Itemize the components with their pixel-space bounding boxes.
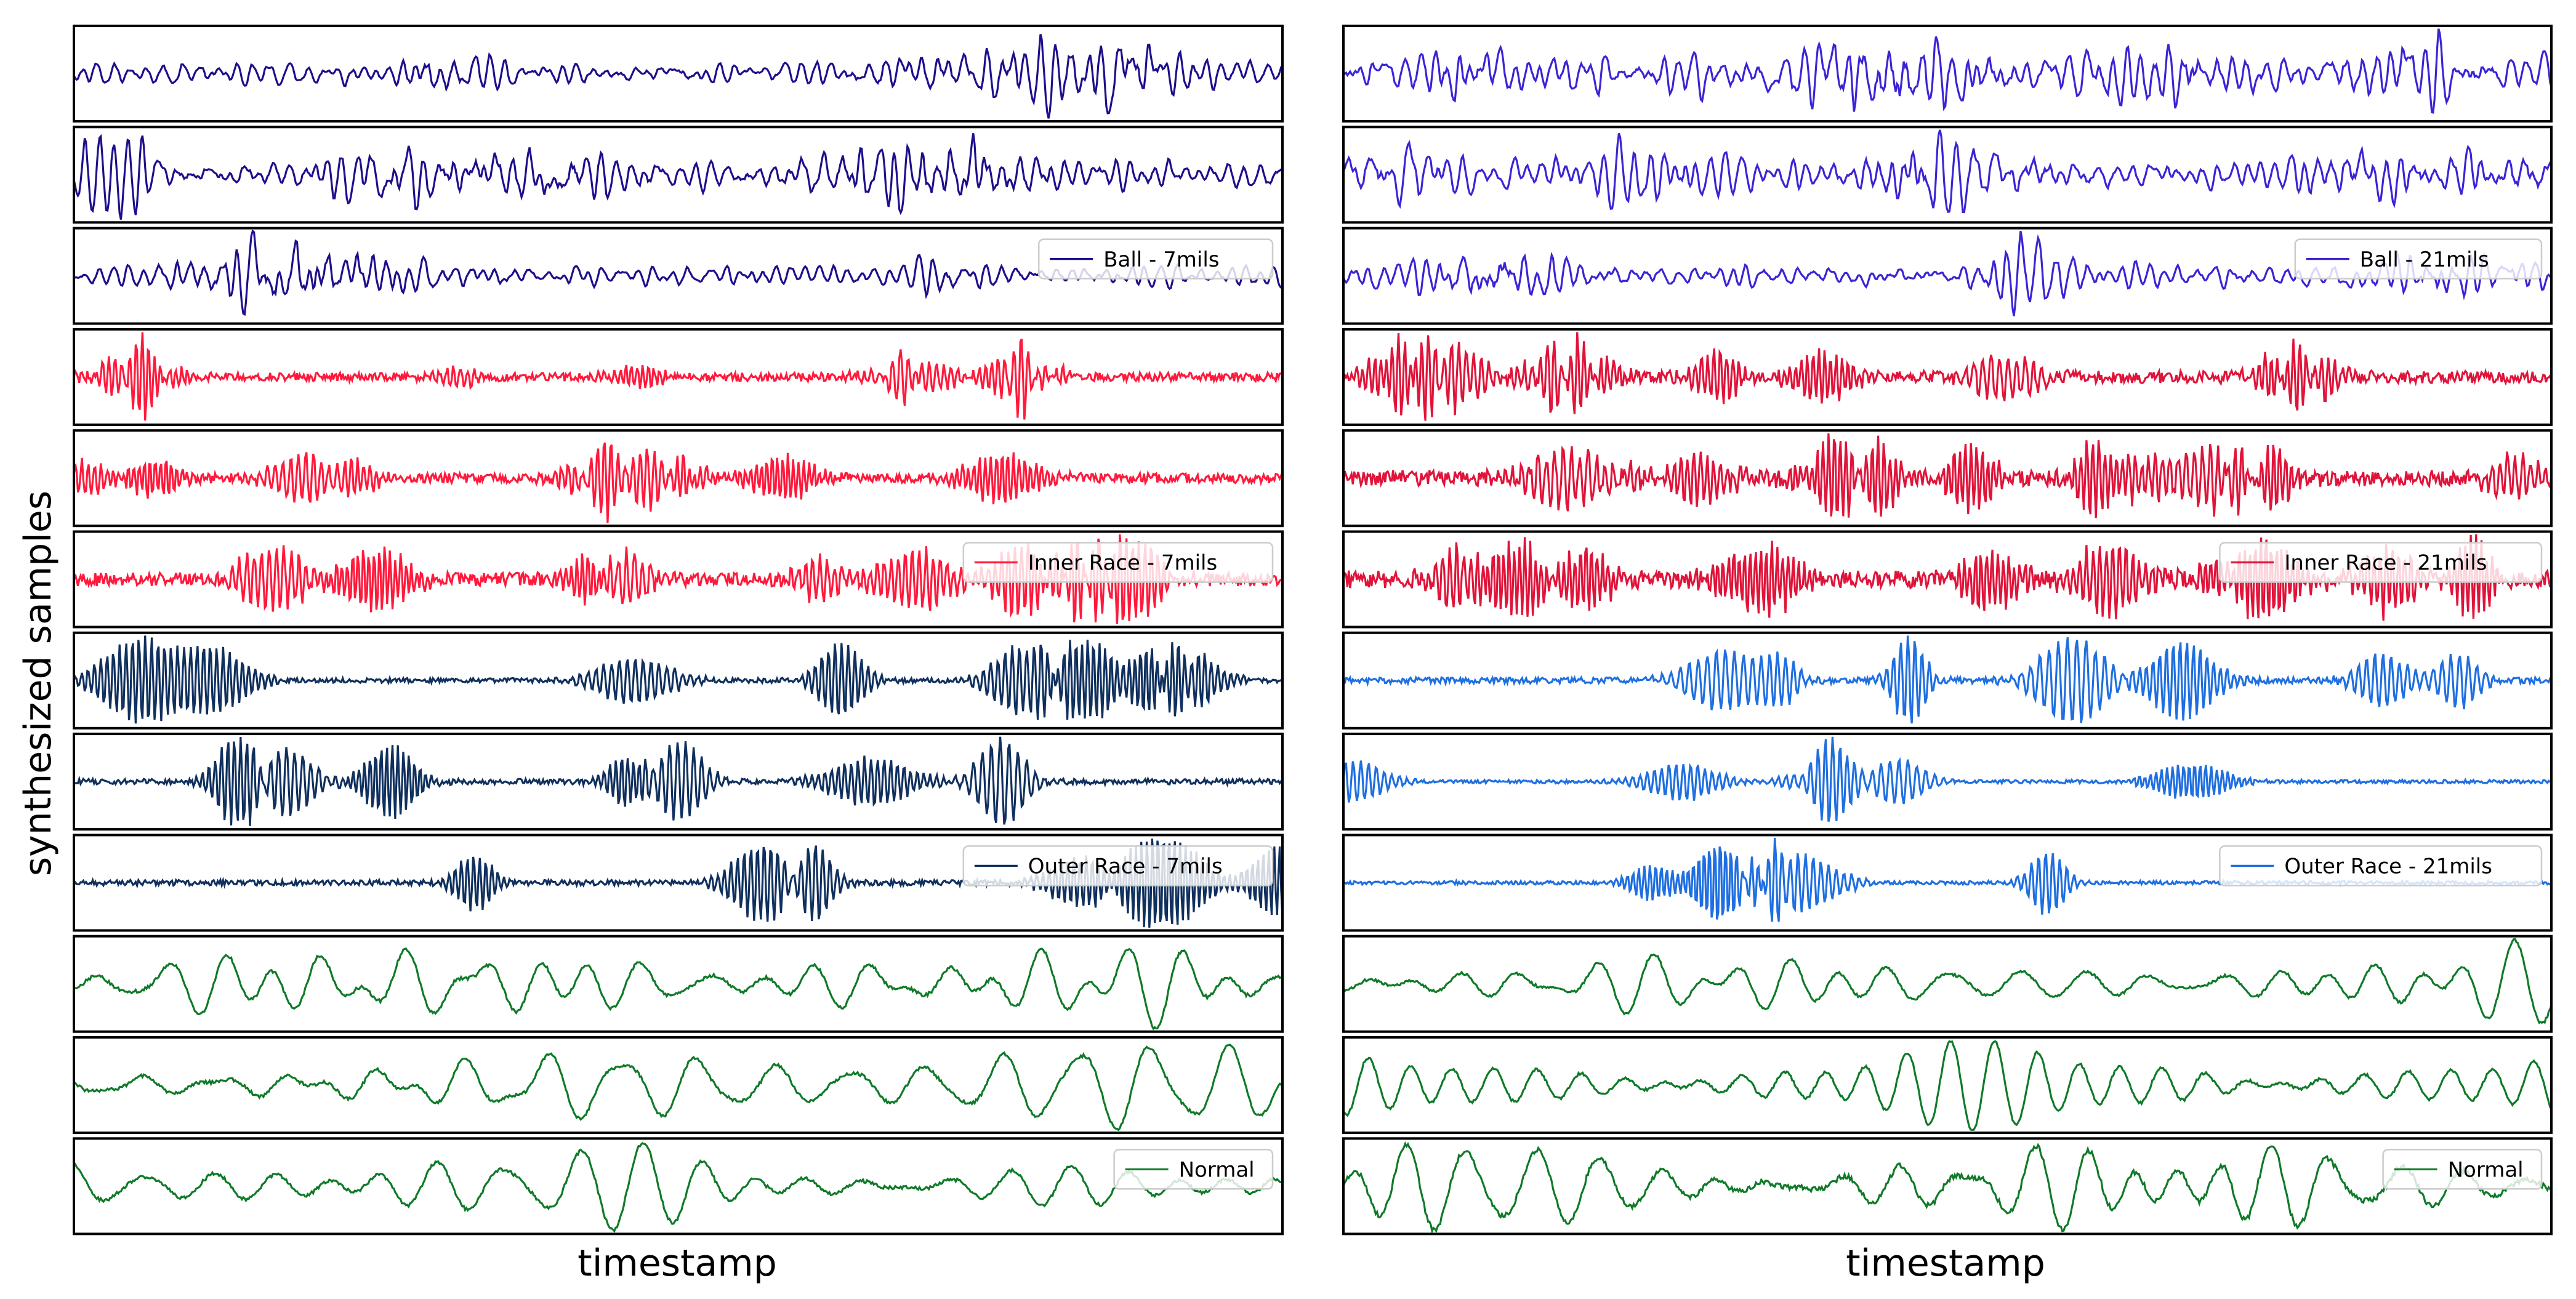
legend-label: Outer Race - 7mils	[1028, 855, 1223, 879]
signal-line	[74, 635, 1282, 724]
signal-line	[74, 947, 1282, 1031]
signal-line	[1343, 635, 2551, 724]
subplot-frame	[73, 126, 1284, 224]
signal-line	[1343, 433, 2551, 518]
signal-line	[74, 332, 1282, 421]
right-panel: Ball - 21mils Inner Race - 21mils Outer Ra…	[1342, 25, 2553, 1236]
legend-box	[2382, 1149, 2543, 1190]
right-row-4	[1342, 328, 2553, 426]
subplot-frame	[1342, 631, 2553, 730]
subplot-frame	[1342, 1137, 2553, 1236]
subplot-frame	[73, 429, 1284, 528]
legend-label: Normal	[2448, 1158, 2524, 1183]
legend-box	[962, 845, 1274, 887]
legend-box	[2294, 238, 2543, 280]
subplot-frame	[73, 935, 1284, 1033]
left-row-8	[73, 733, 1284, 831]
left-row-3: Ball - 7mils	[73, 227, 1284, 325]
left-row-6: Inner Race - 7mils	[73, 530, 1284, 629]
subplot-frame	[1342, 530, 2553, 629]
subplot-frame	[1342, 126, 2553, 224]
signal-line	[1343, 938, 2551, 1024]
right-row-1	[1342, 25, 2553, 123]
signal-line	[1343, 28, 2551, 114]
left-row-9: Outer Race - 7mils	[73, 834, 1284, 932]
signal-line	[74, 1044, 1282, 1132]
legend-label: Ball - 21mils	[2360, 247, 2489, 272]
legend-label: Normal	[1179, 1158, 1255, 1183]
legend: Ball - 21mils	[2294, 238, 2543, 280]
legend: Inner Race - 7mils	[962, 542, 1274, 583]
right-row-11	[1342, 1036, 2553, 1134]
subplot-frame	[1342, 328, 2553, 426]
signal-line	[1343, 736, 2551, 822]
right-row-10	[1342, 935, 2553, 1033]
subplot-frame	[1342, 935, 2553, 1033]
legend-box	[2219, 845, 2543, 887]
subplot-frame	[73, 1137, 1284, 1236]
subplot-frame	[1342, 227, 2553, 325]
subplot-frame	[73, 328, 1284, 426]
x-axis-label-right: timestamp	[1846, 1242, 2045, 1285]
legend-box	[2219, 542, 2543, 583]
right-row-2	[1342, 126, 2553, 224]
legend: Inner Race - 21mils	[2219, 542, 2543, 583]
subplot-frame	[1342, 733, 2553, 831]
y-axis-label: synthesized samples	[17, 491, 60, 876]
signal-line	[74, 133, 1282, 220]
right-row-12: Normal	[1342, 1137, 2553, 1236]
legend-label: Ball - 7mils	[1103, 247, 1219, 272]
legend-box	[1113, 1149, 1274, 1190]
signal-line	[1343, 1141, 2551, 1234]
right-row-8	[1342, 733, 2553, 831]
right-row-7	[1342, 631, 2553, 730]
signal-line	[74, 534, 1282, 624]
subplot-frame	[73, 530, 1284, 629]
left-row-2	[73, 126, 1284, 224]
subplot-frame	[1342, 25, 2553, 123]
legend: Normal	[1113, 1149, 1274, 1190]
legend-box	[1037, 238, 1274, 280]
left-row-7	[73, 631, 1284, 730]
x-axis-label-left: timestamp	[578, 1242, 777, 1285]
left-row-1	[73, 25, 1284, 123]
signal-line	[74, 34, 1282, 119]
legend: Normal	[2382, 1149, 2543, 1190]
legend-label: Outer Race - 21mils	[2284, 855, 2492, 879]
left-row-12: Normal	[73, 1137, 1284, 1236]
left-row-10	[73, 935, 1284, 1033]
legend-box	[962, 542, 1274, 583]
signal-line	[74, 736, 1282, 826]
right-row-9: Outer Race - 21mils	[1342, 834, 2553, 932]
legend: Outer Race - 21mils	[2219, 845, 2543, 887]
subplot-frame	[73, 25, 1284, 123]
signal-line	[1343, 129, 2551, 214]
subplot-frame	[73, 227, 1284, 325]
right-row-5	[1342, 429, 2553, 528]
subplot-frame	[73, 1036, 1284, 1134]
subplot-frame	[1342, 429, 2553, 528]
right-row-3: Ball - 21mils	[1342, 227, 2553, 325]
legend-label: Inner Race - 7mils	[1028, 551, 1217, 576]
subplot-frame	[1342, 834, 2553, 932]
left-panel: Ball - 7mils Inner Race - 7mils Outer Race…	[73, 25, 1284, 1236]
signal-line	[1343, 231, 2551, 316]
legend: Outer Race - 7mils	[962, 845, 1274, 887]
signal-line	[74, 442, 1282, 523]
left-row-5	[73, 429, 1284, 528]
legend: Ball - 7mils	[1037, 238, 1274, 280]
legend-label: Inner Race - 21mils	[2284, 551, 2487, 576]
signal-line	[74, 1141, 1282, 1233]
left-row-4	[73, 328, 1284, 426]
subplot-frame	[73, 834, 1284, 932]
signal-line	[1343, 332, 2551, 421]
subplot-frame	[73, 733, 1284, 831]
left-row-11	[73, 1036, 1284, 1134]
subplot-frame	[73, 631, 1284, 730]
right-row-6: Inner Race - 21mils	[1342, 530, 2553, 629]
signal-line	[1343, 1040, 2551, 1131]
subplot-frame	[1342, 1036, 2553, 1134]
